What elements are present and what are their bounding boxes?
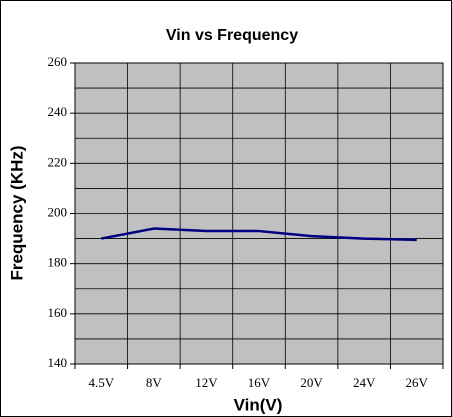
y-tick-label: 180 bbox=[48, 255, 68, 270]
x-tick-label: 26V bbox=[406, 375, 429, 390]
y-tick-label: 140 bbox=[48, 355, 68, 370]
x-tick-label: 16V bbox=[248, 375, 271, 390]
x-tick-label: 4.5V bbox=[88, 375, 114, 390]
chart-title: Vin vs Frequency bbox=[166, 27, 298, 44]
x-tick-label: 20V bbox=[300, 375, 323, 390]
x-tick-label: 8V bbox=[146, 375, 163, 390]
y-tick-label: 240 bbox=[48, 104, 68, 119]
plot-frame bbox=[74, 62, 444, 365]
y-tick-label: 260 bbox=[48, 54, 68, 69]
x-tick-label: 24V bbox=[353, 375, 376, 390]
y-tick-label: 160 bbox=[48, 305, 68, 320]
x-axis-label: Vin(V) bbox=[234, 395, 283, 414]
x-tick-label: 12V bbox=[195, 375, 218, 390]
y-tick-label: 220 bbox=[48, 154, 68, 169]
y-tick-label: 200 bbox=[48, 204, 68, 219]
series-line bbox=[101, 227, 417, 242]
y-axis-label: Frequency (KHz) bbox=[7, 145, 26, 280]
